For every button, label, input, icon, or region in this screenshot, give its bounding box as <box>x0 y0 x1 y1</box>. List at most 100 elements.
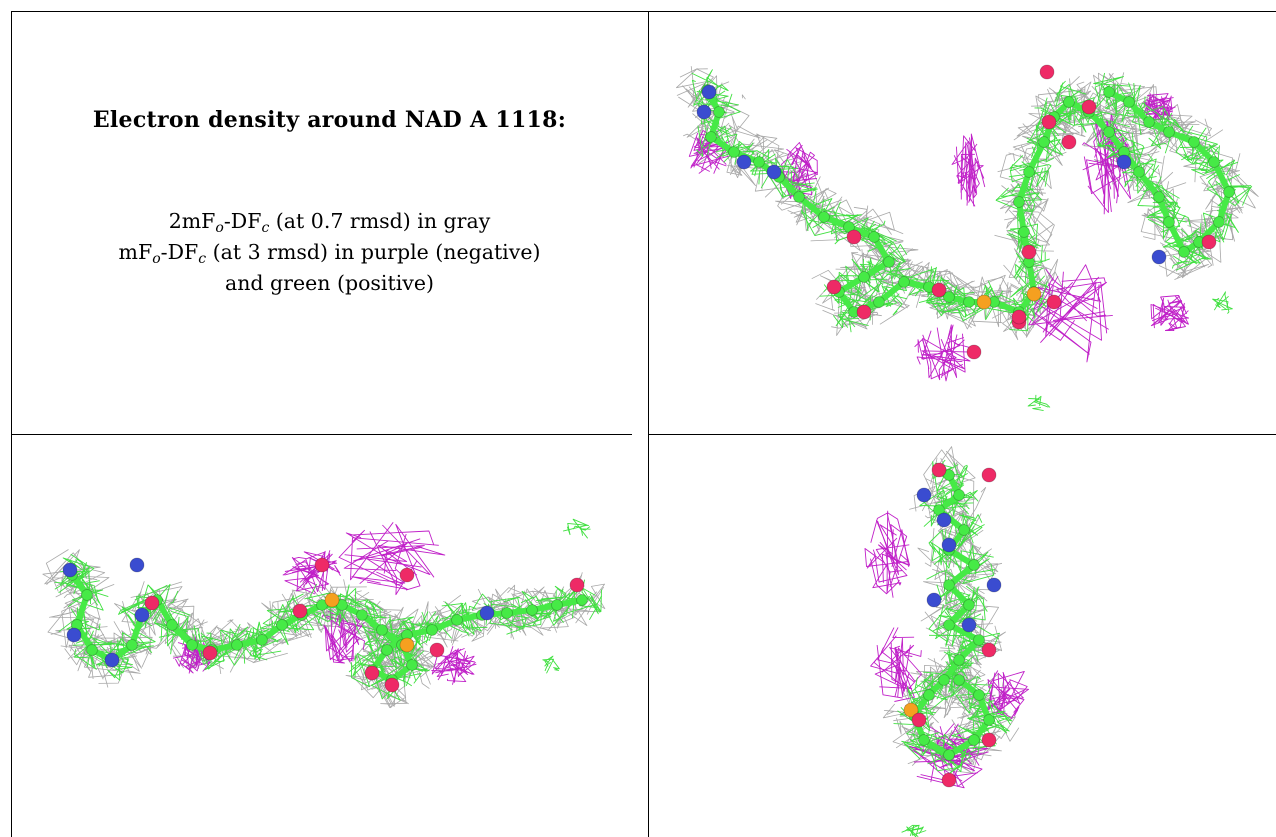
density-mesh-positive <box>542 655 560 674</box>
oxygen-atom <box>931 282 947 298</box>
oxygen-atom <box>384 677 400 693</box>
carbon-atom <box>898 276 910 288</box>
nitrogen-atom <box>916 487 932 503</box>
nitrogen-atom <box>926 592 942 608</box>
carbon-atom <box>868 231 880 243</box>
carbon-atom <box>501 607 513 619</box>
carbon-atom <box>883 256 895 268</box>
nitrogen-atom <box>62 562 78 578</box>
carbon-atom <box>953 674 965 686</box>
nitrogen-atom <box>701 84 717 100</box>
density-mesh-positive <box>562 518 591 539</box>
carbon-atom <box>753 156 765 168</box>
oxygen-atom <box>966 344 982 360</box>
carbon-atom <box>1213 216 1225 228</box>
density-mesh-positive <box>1027 394 1051 412</box>
carbon-atom <box>943 619 955 631</box>
carbon-atom <box>381 644 393 656</box>
carbon-atom <box>873 296 885 308</box>
carbon-atom <box>953 489 965 501</box>
nitrogen-atom <box>941 537 957 553</box>
carbon-atom <box>1023 166 1035 178</box>
carbon-atom <box>186 639 198 651</box>
oxygen-atom <box>1041 114 1057 130</box>
carbon-atom <box>1208 156 1220 168</box>
carbon-atom <box>276 619 288 631</box>
density-mesh-negative <box>864 510 911 598</box>
carbon-atom <box>713 106 725 118</box>
nitrogen-atom <box>961 617 977 633</box>
nitrogen-atom <box>986 577 1002 593</box>
carbon-atom <box>983 714 995 726</box>
density-mesh-negative <box>321 608 366 664</box>
oxygen-atom <box>144 595 160 611</box>
legend-line-2fofc: 2mFo-DFc (at 0.7 rmsd) in gray <box>168 209 491 236</box>
carbon-atom <box>1178 246 1190 258</box>
table-column-divider <box>648 11 649 837</box>
phosphorus-atom <box>324 592 340 608</box>
carbon-atom <box>1188 136 1200 148</box>
oxygen-atom <box>981 642 997 658</box>
density-image-bottom-left <box>42 518 606 709</box>
nitrogen-atom <box>696 104 712 120</box>
oxygen-atom <box>826 279 842 295</box>
carbon-atom <box>376 624 388 636</box>
oxygen-atom <box>1046 294 1062 310</box>
oxygen-atom <box>981 732 997 748</box>
carbon-atom <box>576 594 588 606</box>
carbon-atom <box>256 634 268 646</box>
density-mesh-negative <box>338 522 446 596</box>
nitrogen-atom <box>736 154 752 170</box>
carbon-atom <box>451 614 463 626</box>
oxygen-atom <box>931 462 947 478</box>
nitrogen-atom <box>66 627 82 643</box>
carbon-atom <box>1163 126 1175 138</box>
density-mesh-positive <box>1146 201 1191 239</box>
phosphorus-atom <box>399 637 415 653</box>
caption-cell: Electron density around NAD A 1118: 2mFo… <box>11 11 648 434</box>
nitrogen-atom <box>134 607 150 623</box>
legend-line-fofc: mFo-DFc (at 3 rmsd) in purple (negative) <box>118 240 541 267</box>
carbon-atom <box>551 599 563 611</box>
oxygen-atom <box>314 557 330 573</box>
carbon-atom <box>1103 126 1115 138</box>
carbon-atom <box>126 639 138 651</box>
density-image-bottom-right <box>864 446 1030 837</box>
table-row-divider-left <box>11 434 632 435</box>
carbon-atom <box>728 146 740 158</box>
carbon-atom <box>973 689 985 701</box>
carbon-atom <box>793 191 805 203</box>
density-mesh-negative <box>431 646 477 685</box>
oxygen-atom <box>202 645 218 661</box>
carbon-atom <box>406 659 418 671</box>
carbon-atom <box>705 131 717 143</box>
oxygen-atom <box>429 642 445 658</box>
carbon-atom <box>938 674 950 686</box>
carbon-atom <box>968 559 980 571</box>
carbon-atom <box>1163 216 1175 228</box>
carbon-atom <box>1018 226 1030 238</box>
oxygen-atom <box>846 229 862 245</box>
nitrogen-atom <box>1151 249 1167 265</box>
carbon-atom <box>943 291 955 303</box>
oxygen-atom <box>1021 244 1037 260</box>
density-mesh-positive <box>391 646 430 686</box>
carbon-atom <box>923 689 935 701</box>
nitrogen-atom <box>766 164 782 180</box>
carbon-atom <box>231 639 243 651</box>
carbon-atom <box>943 579 955 591</box>
oxygen-atom <box>1201 234 1217 250</box>
oxygen-atom <box>1011 309 1027 325</box>
carbon-atom <box>858 271 870 283</box>
carbon-atom <box>86 644 98 656</box>
carbon-atom <box>958 524 970 536</box>
carbon-atom <box>1143 116 1155 128</box>
carbon-atom <box>953 654 965 666</box>
density-mesh-negative <box>914 324 973 382</box>
carbon-atom <box>818 211 830 223</box>
density-mesh-negative <box>1150 295 1190 332</box>
carbon-atom <box>963 599 975 611</box>
nitrogen-atom <box>479 605 495 621</box>
carbon-atom <box>968 734 980 746</box>
table-left-border <box>11 11 12 837</box>
